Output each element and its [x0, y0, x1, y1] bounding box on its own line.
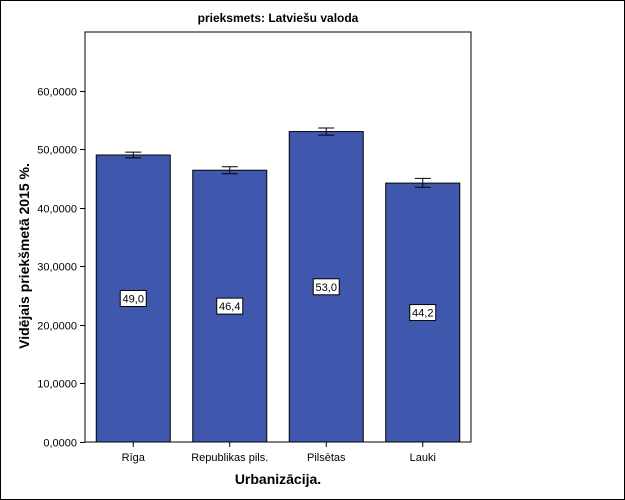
- data-label: 44,2: [412, 308, 433, 320]
- x-tick-label: Republikas pils.: [191, 452, 268, 464]
- chart-title: prieksmets: Latviešu valoda: [197, 11, 359, 25]
- y-tick-label: 10,0000: [37, 379, 77, 391]
- data-label-box: [119, 290, 147, 307]
- data-label: 53,0: [316, 282, 337, 294]
- y-tick-label: 30,0000: [37, 262, 77, 274]
- x-tick-label: Rīga: [122, 452, 146, 464]
- y-tick-label: 40,0000: [37, 204, 77, 216]
- data-label-box: [216, 297, 244, 315]
- data-label: 49,0: [123, 294, 144, 306]
- data-label: 46,4: [219, 301, 240, 313]
- x-axis-label: Urbanizācija.: [234, 471, 322, 487]
- y-tick-label: 60,0000: [37, 87, 77, 99]
- y-tick-label: 50,0000: [37, 145, 77, 157]
- x-tick-label: Pilsētas: [307, 452, 346, 464]
- y-tick-label: 20,0000: [37, 321, 77, 333]
- x-tick-label: Lauki: [410, 452, 436, 464]
- data-label-box: [409, 304, 437, 322]
- data-label-box: [312, 278, 340, 296]
- y-tick-label: 0,0000: [43, 438, 77, 450]
